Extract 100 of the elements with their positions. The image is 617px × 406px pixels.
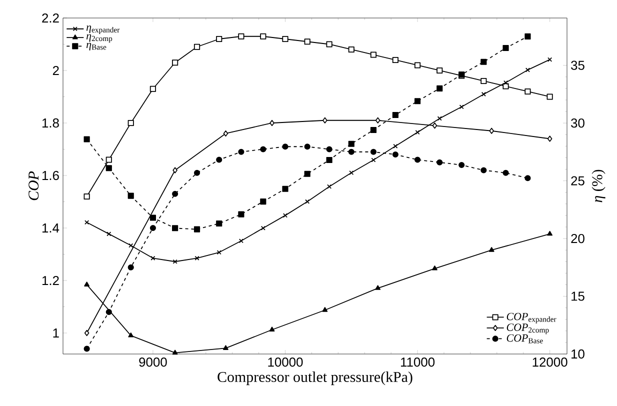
point xyxy=(525,68,530,72)
point xyxy=(216,156,222,163)
point xyxy=(84,346,90,352)
point xyxy=(238,211,244,218)
point xyxy=(282,213,288,218)
point xyxy=(392,151,398,158)
point xyxy=(480,167,487,174)
point xyxy=(502,44,509,52)
point xyxy=(348,148,354,155)
point xyxy=(375,117,380,124)
point xyxy=(194,44,200,50)
point xyxy=(480,58,487,65)
y2-tick-label: 10 xyxy=(572,349,584,359)
y-tick-label: 1.8 xyxy=(42,118,59,128)
point xyxy=(128,264,134,270)
point xyxy=(223,130,228,137)
point xyxy=(150,214,156,221)
point xyxy=(128,243,134,248)
point xyxy=(414,98,421,104)
point xyxy=(106,165,112,172)
point xyxy=(370,126,377,134)
point xyxy=(327,184,332,189)
point xyxy=(437,116,442,121)
point xyxy=(375,285,381,290)
point xyxy=(260,226,266,230)
y-tick-label: 1.4 xyxy=(42,224,60,232)
point xyxy=(172,190,178,197)
point xyxy=(322,117,328,124)
point xyxy=(216,250,222,255)
point xyxy=(392,112,398,118)
x-tick-label: 10000 xyxy=(268,358,303,367)
point xyxy=(216,220,222,227)
point xyxy=(371,158,376,162)
point xyxy=(547,230,552,236)
point xyxy=(488,247,494,252)
point xyxy=(84,136,90,142)
point xyxy=(106,232,112,236)
point xyxy=(238,33,244,40)
point xyxy=(502,170,509,176)
point xyxy=(194,170,200,176)
point xyxy=(150,256,156,260)
legend-label: η$_{2comp}$ xyxy=(86,34,112,43)
point xyxy=(194,226,200,232)
point xyxy=(370,148,377,155)
point xyxy=(524,175,531,182)
point xyxy=(260,146,266,152)
y2-tick-label: 35 xyxy=(571,60,584,70)
point xyxy=(304,144,310,150)
point xyxy=(282,144,288,150)
legend-label: COP$_{Base}$ xyxy=(506,334,543,344)
point xyxy=(304,38,310,45)
point xyxy=(223,345,228,350)
x-tick-label: 9000 xyxy=(139,358,167,367)
x-tick-label: 11000 xyxy=(400,358,435,367)
y2-axis-title: η (%) xyxy=(592,170,606,202)
y-tick-label: 1 xyxy=(53,328,59,338)
y2-tick-label: 15 xyxy=(572,292,584,301)
point xyxy=(348,46,354,53)
point xyxy=(172,350,178,355)
point xyxy=(238,148,244,155)
point xyxy=(322,307,328,312)
y-tick-label: 2 xyxy=(52,66,59,76)
point xyxy=(436,67,443,74)
point xyxy=(238,238,244,244)
point xyxy=(326,156,332,164)
y-tick-label: 1.6 xyxy=(42,170,59,180)
point xyxy=(432,122,438,129)
point xyxy=(547,136,552,142)
point xyxy=(216,36,222,42)
point xyxy=(370,52,377,58)
point xyxy=(481,92,486,96)
point xyxy=(194,256,200,260)
legend-label: COP$_{2comp}$ xyxy=(506,324,549,334)
point xyxy=(84,193,90,200)
point xyxy=(436,85,443,92)
point xyxy=(503,80,508,85)
point xyxy=(172,259,178,264)
point xyxy=(414,156,421,163)
point xyxy=(282,186,288,192)
y-tick-label: 1.2 xyxy=(42,276,59,286)
point xyxy=(128,192,134,199)
point xyxy=(260,33,266,40)
point xyxy=(326,146,332,152)
point xyxy=(260,198,266,205)
x-tick-label: 12000 xyxy=(532,358,568,367)
point xyxy=(84,330,90,336)
point xyxy=(172,167,178,174)
y-tick-label: 2.2 xyxy=(42,13,59,23)
point xyxy=(415,130,420,135)
point xyxy=(459,104,464,110)
point xyxy=(270,120,274,126)
point xyxy=(150,224,156,232)
y2-tick-label: 20 xyxy=(571,234,584,244)
point xyxy=(84,282,90,286)
x-axis-title: Compressor outlet pressure(kPa) xyxy=(218,372,412,386)
point xyxy=(282,36,288,42)
point xyxy=(304,170,310,177)
point xyxy=(269,326,275,332)
point xyxy=(172,60,178,66)
point xyxy=(349,170,354,175)
